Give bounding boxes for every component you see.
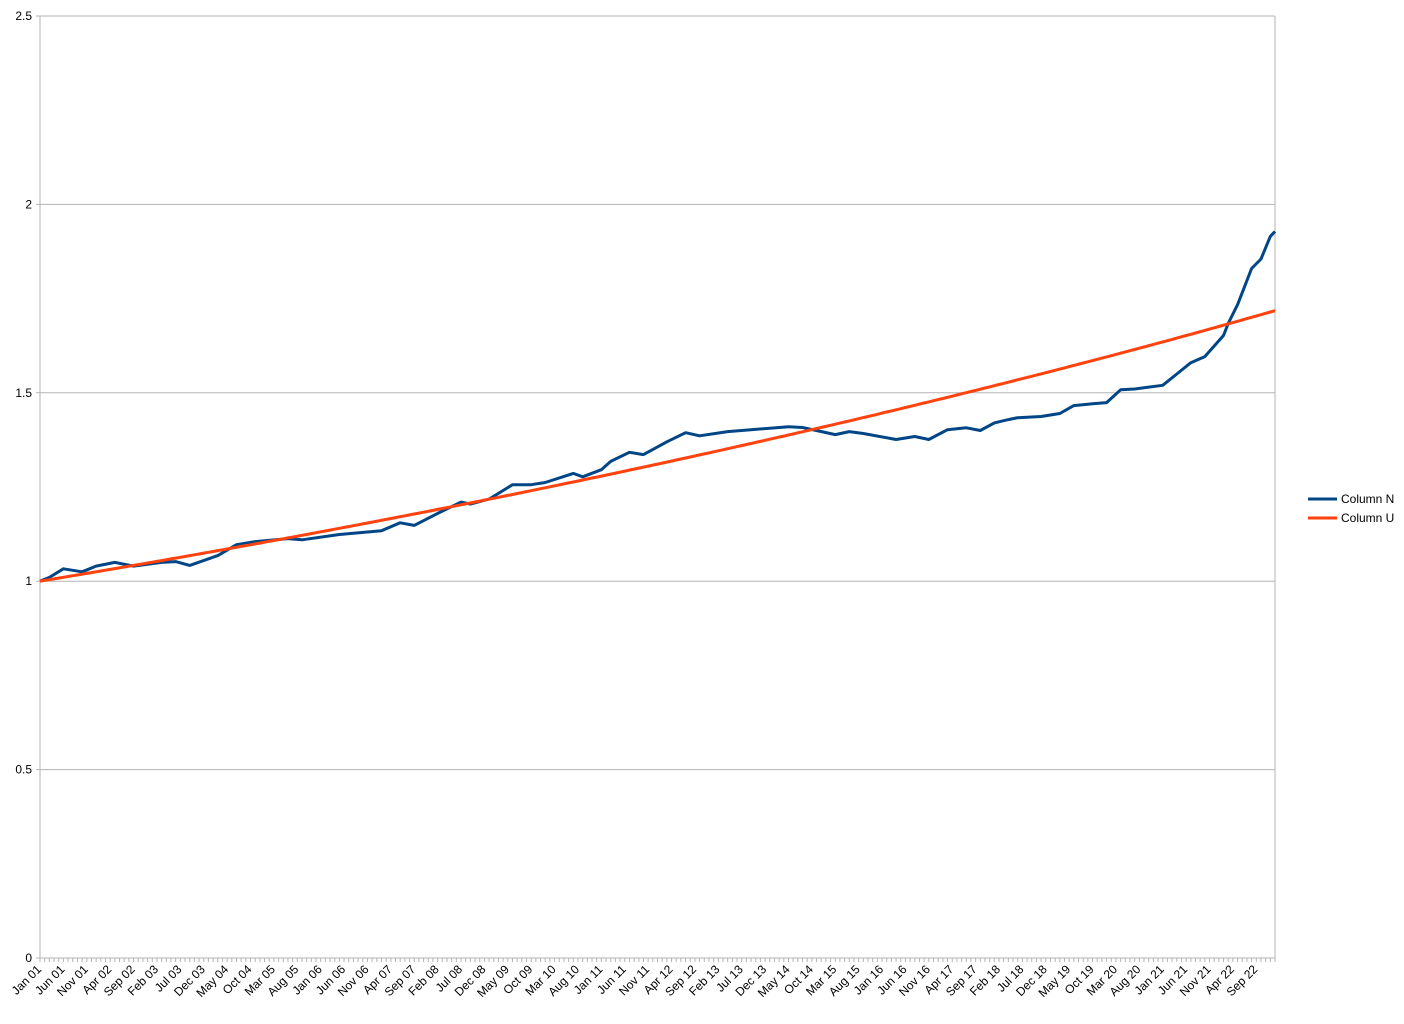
- legend-label: Column N: [1341, 492, 1394, 506]
- series-line-column-n: [39, 230, 1277, 583]
- y-tick-label: 2.5: [15, 9, 32, 23]
- y-tick-label: 0: [25, 951, 32, 965]
- y-axis: 0 0.5 1 1.5 2 2.5: [15, 9, 32, 965]
- legend-label: Column U: [1341, 511, 1394, 525]
- y-tick-label: 2: [25, 197, 32, 211]
- series-lines: [39, 230, 1277, 583]
- legend: Column N Column U: [1308, 492, 1394, 525]
- y-tick-label: 1.5: [15, 386, 32, 400]
- y-tick-label: 0.5: [15, 763, 32, 777]
- series-line-column-u: [39, 309, 1276, 583]
- y-tick-label: 1: [25, 574, 32, 588]
- gridlines: [36, 15, 1276, 962]
